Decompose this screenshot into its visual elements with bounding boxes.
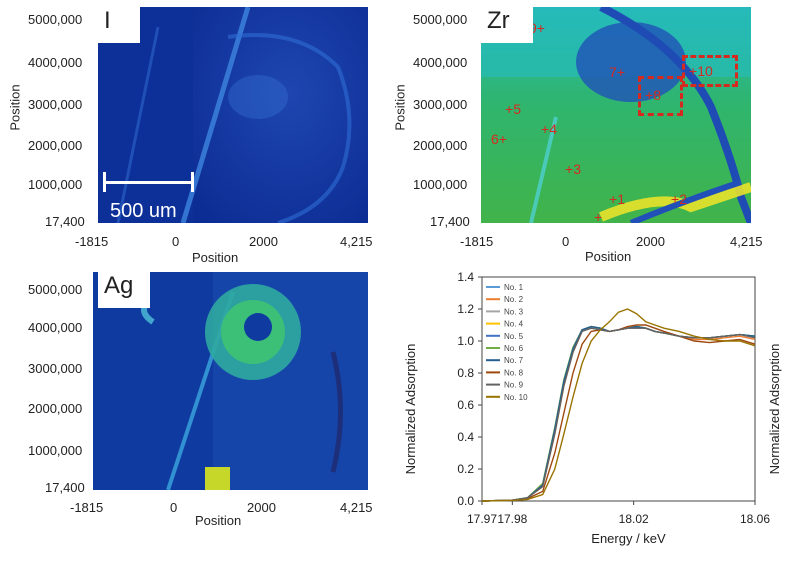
xtick-label: 18.06 <box>740 512 770 526</box>
map-Zr-xlabel: Position <box>585 249 632 264</box>
legend-label-2: No. 2 <box>504 295 524 304</box>
ytick-label: 0.2 <box>457 462 474 476</box>
legend-label-1: No. 1 <box>504 283 524 292</box>
zr-box-8 <box>638 76 683 116</box>
xtick-label: 17.98 <box>497 512 527 526</box>
series-line-3 <box>481 327 756 502</box>
scale-bar-label: 500 um <box>110 200 177 222</box>
map-I-image <box>98 7 368 223</box>
map-I <box>98 7 368 223</box>
zr-marker-6: 6+ <box>491 131 507 147</box>
map-Zr-ytick-6: 17,400 <box>430 214 470 229</box>
zr-marker-extra: + <box>594 209 603 223</box>
map-Zr-ytick-3: 3000,000 <box>413 97 468 112</box>
map-Zr-ytick-5: 1000,000 <box>413 177 468 192</box>
y-axis-label: Normalized Adsorption <box>403 344 418 475</box>
legend-label-7: No. 7 <box>504 356 524 365</box>
scale-bar-right-end <box>191 172 194 192</box>
scale-bar <box>104 181 192 184</box>
ytick-label: 1.0 <box>457 334 474 348</box>
zr-marker-5: +5 <box>505 101 521 117</box>
map-Ag-label: Ag <box>98 272 150 308</box>
ytick-label: 1.4 <box>457 270 474 284</box>
series-line-10 <box>481 308 756 502</box>
map-Ag-ytick-2: 4000,000 <box>28 320 83 335</box>
map-Ag-xtick-1: -1815 <box>70 500 104 515</box>
zr-box-10 <box>682 55 738 87</box>
map-I-ylabel: Position <box>7 84 23 131</box>
map-Zr-ytick-4: 2000,000 <box>413 138 468 153</box>
map-Ag-ytick-1: 5000,000 <box>28 282 83 297</box>
map-Ag-ytick-5: 1000,000 <box>28 443 83 458</box>
map-I-xtick-2: 0 <box>172 234 180 249</box>
plot-frame <box>481 276 756 502</box>
map-I-ytick-5: 1000,000 <box>28 177 83 192</box>
zr-marker-7: 7+ <box>609 64 625 80</box>
map-I-ytick-3: 3000,000 <box>28 97 83 112</box>
map-I-ytick-2: 4000,000 <box>28 55 83 70</box>
spectrum-chart: 0.0 0.2 0.4 0.6 0.8 1.0 1.2 1.4 17.97 17.98 18.02 1… <box>395 265 785 561</box>
map-Ag-xtick-3: 2000 <box>247 500 276 515</box>
map-I-xtick-3: 2000 <box>249 234 278 249</box>
map-Zr-xtick-1: -1815 <box>460 234 494 249</box>
map-Zr-ytick-1: 5000,000 <box>413 12 468 27</box>
legend-label-3: No. 3 <box>504 307 524 316</box>
map-Ag-xtick-4: 4,215 <box>340 500 373 515</box>
scale-bar-left-end <box>103 172 106 192</box>
zr-marker-10: +10 <box>689 63 713 79</box>
map-I-xlabel: Position <box>192 250 239 265</box>
map-I-ytick-4: 2000,000 <box>28 138 83 153</box>
y-axis-label-right: Normalized Adsorption <box>767 344 782 475</box>
zr-marker-3: +3 <box>565 161 581 177</box>
legend-label-8: No. 8 <box>504 368 524 377</box>
xtick-label: 18.02 <box>619 512 649 526</box>
map-Zr-xtick-3: 2000 <box>636 234 665 249</box>
map-Ag-xlabel: Position <box>195 513 242 528</box>
map-Zr-xtick-2: 0 <box>562 234 570 249</box>
ytick-label: 0.8 <box>457 366 474 380</box>
map-I-xtick-4: 4,215 <box>340 234 373 249</box>
legend-label-5: No. 5 <box>504 332 524 341</box>
map-I-label: I <box>98 7 140 43</box>
zr-marker-4: +4 <box>541 121 557 137</box>
spectrum-plot: 0.0 0.2 0.4 0.6 0.8 1.0 1.2 1.4 17.97 17.98 18.02 1… <box>403 270 782 546</box>
ytick-label: 0.6 <box>457 398 474 412</box>
legend-label-9: No. 9 <box>504 381 524 390</box>
map-Zr-ylabel: Position <box>392 84 408 131</box>
map-Ag-ytick-6: 17,400 <box>45 480 85 495</box>
legend-label-10: No. 10 <box>504 393 528 402</box>
map-Ag-ytick-4: 2000,000 <box>28 401 83 416</box>
zr-marker-1: +1 <box>609 191 625 207</box>
map-Zr-xtick-4: 4,215 <box>730 234 763 249</box>
legend-label-6: No. 6 <box>504 344 524 353</box>
ytick-label: 0.4 <box>457 430 474 444</box>
map-I-ytick-1: 5000,000 <box>28 12 83 27</box>
ytick-label: 1.2 <box>457 302 474 316</box>
zr-marker-2: +2 <box>671 191 687 207</box>
zr-marker-8: +8 <box>645 87 661 103</box>
map-Ag-xtick-2: 0 <box>170 500 178 515</box>
map-Zr-label: Zr <box>481 7 533 43</box>
legend-label-4: No. 4 <box>504 320 524 329</box>
map-Ag-ytick-3: 3000,000 <box>28 361 83 376</box>
map-I-ytick-6: 17,400 <box>45 214 85 229</box>
ytick-label: 0.0 <box>457 494 474 508</box>
map-Zr-ytick-2: 4000,000 <box>413 55 468 70</box>
map-I-xtick-1: -1815 <box>75 234 109 249</box>
map-Ag-image <box>93 272 368 490</box>
xtick-label: 17.97 <box>467 512 497 526</box>
map-Ag <box>93 272 368 490</box>
series-line-9 <box>481 327 756 502</box>
x-axis-label: Energy / keV <box>591 531 666 546</box>
